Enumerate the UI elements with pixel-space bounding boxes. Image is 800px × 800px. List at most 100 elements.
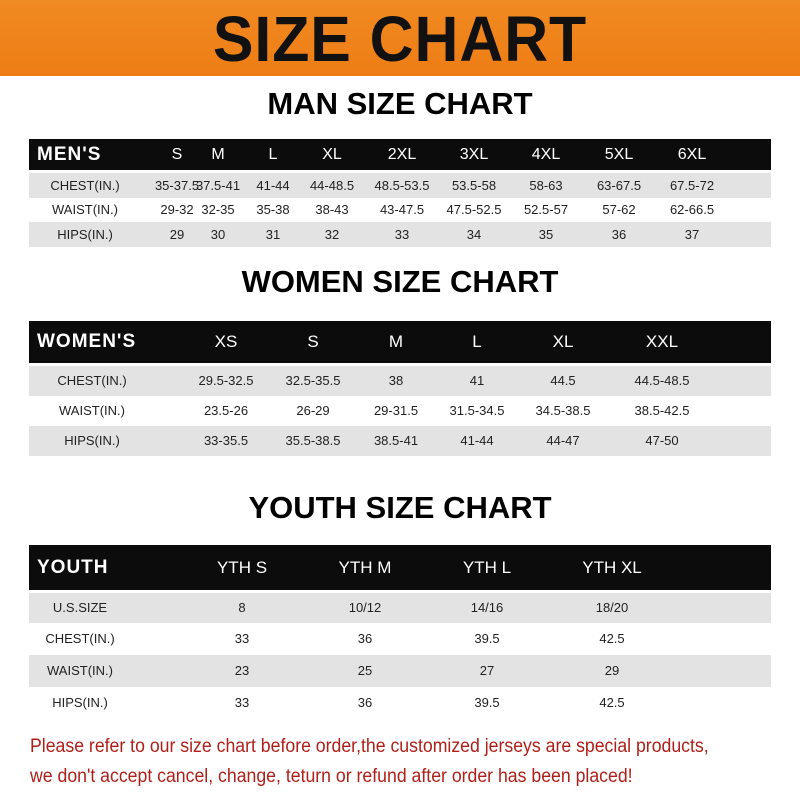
table-cell: 37 [684, 227, 700, 242]
table-cell: L [472, 332, 482, 351]
table-cell: 52.5-57 [523, 202, 569, 217]
table-cell: 35-38 [256, 202, 290, 217]
table-cell: 18/20 [595, 600, 629, 615]
table-cell: 41 [469, 373, 485, 388]
table-cell: 35-37.5 [154, 178, 200, 193]
table-cell: 36 [357, 695, 373, 710]
table-cell: 39.5 [474, 631, 500, 646]
table-cell: 38-43 [315, 202, 349, 217]
table-cell: 26-29 [296, 403, 330, 418]
table-cell: 32 [324, 227, 340, 242]
table-cell: YTH XL [582, 558, 642, 577]
table-cell: 44.5-48.5 [634, 373, 690, 388]
table-cell: 6XL [677, 146, 707, 163]
row-label: CHEST(IN.) [50, 178, 120, 193]
table-cell: 10/12 [348, 600, 382, 615]
banner: SIZE CHART [0, 0, 800, 76]
table-cell: 3XL [459, 146, 489, 163]
row-label: YOUTH [37, 557, 109, 578]
table-cell: XL [552, 332, 574, 351]
table-cell: 35.5-38.5 [285, 433, 341, 448]
table-cell: 44.5 [550, 373, 576, 388]
table-cell: 44-48.5 [309, 178, 355, 193]
table-cell: 47.5-52.5 [446, 202, 502, 217]
table-row: HIPS(IN.) 29 30 31 32 33 34 35 36 37 [29, 222, 771, 247]
table-cell: 34 [466, 227, 482, 242]
table-cell: YTH L [462, 558, 512, 577]
table-row: WAIST(IN.) 29-32 32-35 35-38 38-43 43-47.5 47.… [29, 198, 771, 222]
table-row: WAIST(IN.) 23.5-26 26-29 29-31.5 31.5-34.5 34… [29, 396, 771, 426]
table-row: HIPS(IN.) 33 36 39.5 42.5 [29, 687, 771, 719]
row-label: WAIST(IN.) [47, 663, 113, 678]
men-section-title: MAN SIZE CHART [267, 86, 533, 121]
banner-title: SIZE CHART [212, 3, 588, 75]
table-cell: 33 [234, 695, 250, 710]
table-cell: 27 [479, 663, 495, 678]
table-cell: 58-63 [529, 178, 563, 193]
table-cell: 34.5-38.5 [535, 403, 591, 418]
table-cell: 32.5-35.5 [285, 373, 341, 388]
row-label: U.S.SIZE [52, 600, 108, 615]
table-cell: 33-35.5 [203, 433, 249, 448]
table-row: U.S.SIZE 8 10/12 14/16 18/20 [29, 593, 771, 623]
table-cell: 38 [388, 373, 404, 388]
table-cell: 32-35 [201, 202, 235, 217]
table-cell: 8 [238, 600, 246, 615]
row-label: WAIST(IN.) [59, 403, 125, 418]
table-cell: 29.5-32.5 [198, 373, 254, 388]
row-label: CHEST(IN.) [45, 631, 115, 646]
women-section-title: WOMEN SIZE CHART [241, 264, 559, 299]
table-cell: 38.5-41 [373, 433, 419, 448]
table-cell: 38.5-42.5 [634, 403, 690, 418]
table-header-row: WOMEN'S XS S M L XL XXL [29, 321, 771, 363]
youth-section-title: YOUTH SIZE CHART [248, 490, 552, 525]
table-cell: 43-47.5 [379, 202, 425, 217]
table-cell: 23.5-26 [203, 403, 249, 418]
table-cell: 29 [169, 227, 185, 242]
table-row: HIPS(IN.) 33-35.5 35.5-38.5 38.5-41 41-44 44-… [29, 426, 771, 456]
table-cell: 29 [604, 663, 620, 678]
row-label: WOMEN'S [37, 331, 137, 352]
row-label: CHEST(IN.) [57, 373, 127, 388]
table-cell: 5XL [604, 146, 634, 163]
table-row: CHEST(IN.) 33 36 39.5 42.5 [29, 623, 771, 655]
table-row: WAIST(IN.) 23 25 27 29 [29, 655, 771, 687]
table-cell: 62-66.5 [669, 202, 715, 217]
table-cell: 31 [265, 227, 281, 242]
table-cell: 14/16 [470, 600, 504, 615]
table-cell: 42.5 [599, 631, 625, 646]
table-cell: M [211, 146, 225, 163]
table-cell: 33 [234, 631, 250, 646]
table-cell: XL [322, 146, 342, 163]
table-cell: XS [214, 332, 238, 351]
table-cell: S [171, 146, 183, 163]
row-label: HIPS(IN.) [64, 433, 120, 448]
row-label: MEN'S [37, 144, 102, 165]
table-cell: S [307, 332, 319, 351]
table-cell: 35 [538, 227, 554, 242]
table-cell: 41-44 [460, 433, 494, 448]
table-cell: M [388, 332, 404, 351]
table-cell: 36 [357, 631, 373, 646]
table-row: CHEST(IN.) 29.5-32.5 32.5-35.5 38 41 44.5 44.5… [29, 366, 771, 396]
table-cell: 42.5 [599, 695, 625, 710]
table-cell: 47-50 [645, 433, 679, 448]
table-cell: 41-44 [256, 178, 290, 193]
table-cell: 67.5-72 [669, 178, 715, 193]
table-cell: 36 [611, 227, 627, 242]
table-header-row: MEN'S S M L XL 2XL 3XL 4XL 5XL 6XL [29, 139, 771, 170]
table-cell: 4XL [531, 146, 561, 163]
table-cell: 33 [394, 227, 410, 242]
table-cell: 23 [234, 663, 250, 678]
row-label: HIPS(IN.) [57, 227, 113, 242]
table-cell: YTH S [216, 558, 268, 577]
table-cell: 57-62 [602, 202, 636, 217]
table-cell: 37.5-41 [195, 178, 241, 193]
table-cell: 25 [357, 663, 373, 678]
table-cell: 31.5-34.5 [449, 403, 505, 418]
table-cell: 39.5 [474, 695, 500, 710]
policy-note-line-2: we don't accept cancel, change, teturn o… [30, 766, 633, 787]
row-label: WAIST(IN.) [52, 202, 118, 217]
table-cell: 30 [210, 227, 226, 242]
table-cell: 44-47 [546, 433, 580, 448]
